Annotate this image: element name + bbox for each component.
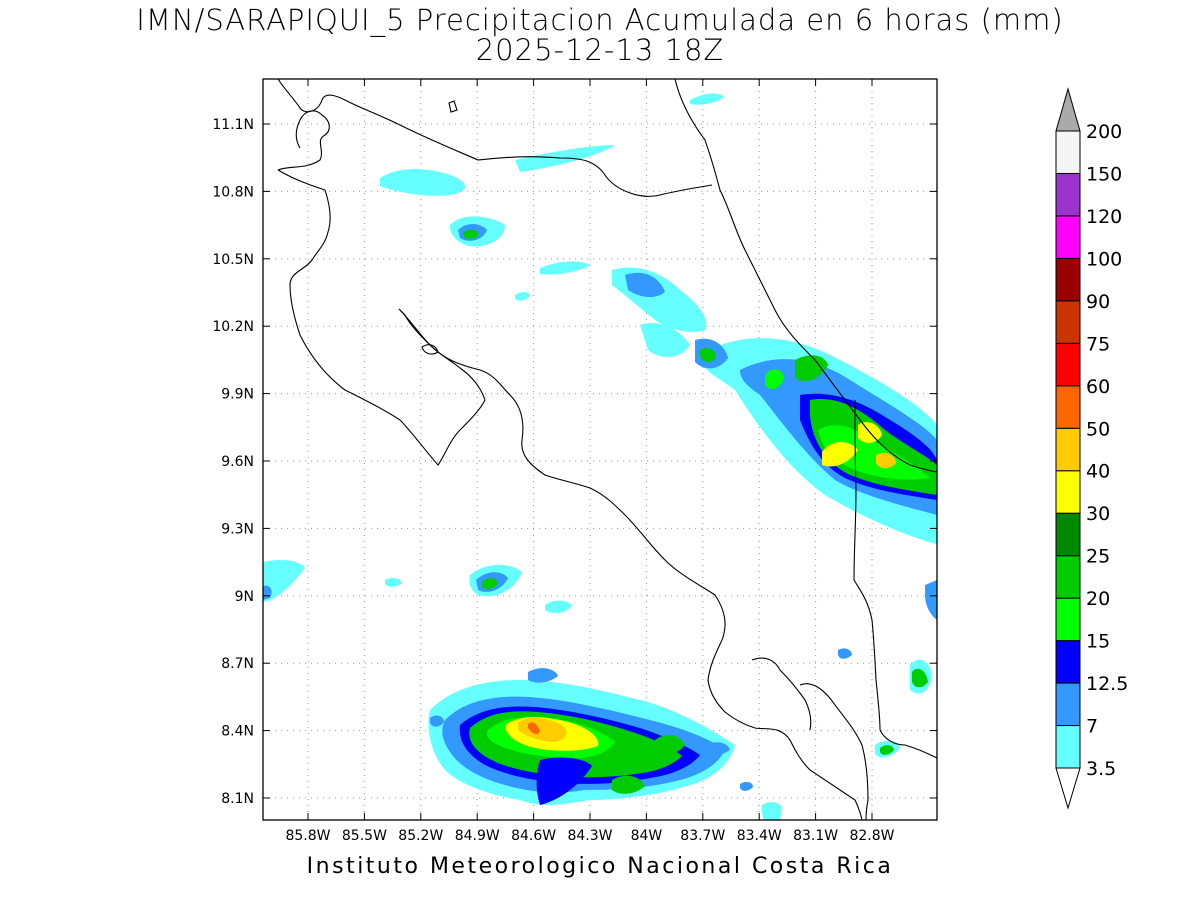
colorbar-swatch: [1055, 215, 1081, 259]
colorbar-label: 7: [1086, 716, 1098, 738]
colorbar-swatch: [1055, 385, 1081, 429]
coastline-and-borders: [277, 79, 937, 820]
lat-tick-label: 10.5N: [212, 252, 254, 268]
lat-tick-label: 8.4N: [221, 724, 254, 740]
colorbar-swatch: [1055, 300, 1081, 344]
colorbar-label: 100: [1086, 248, 1122, 270]
lon-tick-label: 82.8W: [849, 828, 894, 844]
lon-tick-label: 84.3W: [567, 828, 612, 844]
lon-tick-label: 83.7W: [680, 828, 725, 844]
lat-tick-label: 9.6N: [221, 454, 254, 470]
colorbar-label: 25: [1086, 546, 1110, 568]
map-title: IMN/SARAPIQUI_5 Precipitacion Acumulada …: [136, 3, 1064, 37]
lon-tick-label: 83.1W: [793, 828, 838, 844]
lon-tick-label: 84.6W: [511, 828, 556, 844]
lat-tick-label: 11.1N: [212, 117, 254, 133]
lon-tick-label: 83.4W: [737, 828, 782, 844]
colorbar: 3.5 7 12.5 15 20 25 30 40 50 60 75 90 100 120 150 200: [1055, 87, 1128, 810]
colorbar-swatch: [1055, 682, 1081, 727]
colorbar-swatch: [1055, 555, 1081, 599]
colorbar-label: 50: [1086, 418, 1110, 440]
colorbar-label: 40: [1086, 461, 1110, 483]
lat-tick-label: 8.1N: [221, 791, 254, 807]
precip-shading: [263, 93, 937, 820]
colorbar-swatch: [1055, 342, 1081, 387]
colorbar-low-arrow: [1055, 767, 1081, 810]
colorbar-swatch: [1055, 512, 1081, 557]
colorbar-label: 120: [1086, 206, 1122, 228]
colorbar-swatch: [1055, 725, 1081, 769]
lat-tick-label: 10.8N: [212, 184, 254, 200]
map-frame: [262, 78, 938, 821]
lat-tick-label: 9.3N: [221, 521, 254, 537]
colorbar-swatch: [1055, 427, 1081, 472]
map-footer-credit: Instituto Meteorologico Nacional Costa R…: [306, 854, 894, 879]
lon-tick-label: 84.9W: [455, 828, 500, 844]
lon-tick-label: 85.5W: [342, 828, 387, 844]
colorbar-label: 60: [1086, 376, 1110, 398]
colorbar-label: 20: [1086, 588, 1110, 610]
colorbar-swatch: [1055, 640, 1081, 684]
colorbar-label: 75: [1086, 333, 1110, 355]
colorbar-label: 3.5: [1086, 758, 1116, 780]
colorbar-label: 200: [1086, 121, 1122, 143]
lat-tick-label: 10.2N: [212, 319, 254, 335]
lon-tick-label: 85.8W: [285, 828, 330, 844]
lat-tick-label: 8.7N: [221, 656, 254, 672]
lat-tick-label: 9N: [235, 589, 254, 605]
colorbar-high-arrow: [1055, 87, 1081, 132]
colorbar-label: 30: [1086, 503, 1110, 525]
colorbar-label: 150: [1086, 163, 1122, 185]
lon-tick-label: 85.2W: [398, 828, 443, 844]
colorbar-swatch: [1055, 257, 1081, 302]
lat-tick-label: 9.9N: [221, 387, 254, 403]
colorbar-swatch: [1055, 470, 1081, 514]
colorbar-swatch: [1055, 597, 1081, 642]
colorbar-label: 15: [1086, 631, 1110, 653]
map-axes: 85.8W 85.5W 85.2W 84.9W 84.6W 84.3W 84W 83.7W 83…: [212, 79, 937, 844]
colorbar-swatch: [1055, 172, 1081, 217]
lon-tick-label: 84W: [631, 828, 663, 844]
colorbar-label: 90: [1086, 291, 1110, 313]
colorbar-swatch: [1055, 130, 1081, 174]
colorbar-label: 12.5: [1086, 673, 1128, 695]
map-subtitle-date: 2025-12-13 18Z: [475, 33, 725, 67]
